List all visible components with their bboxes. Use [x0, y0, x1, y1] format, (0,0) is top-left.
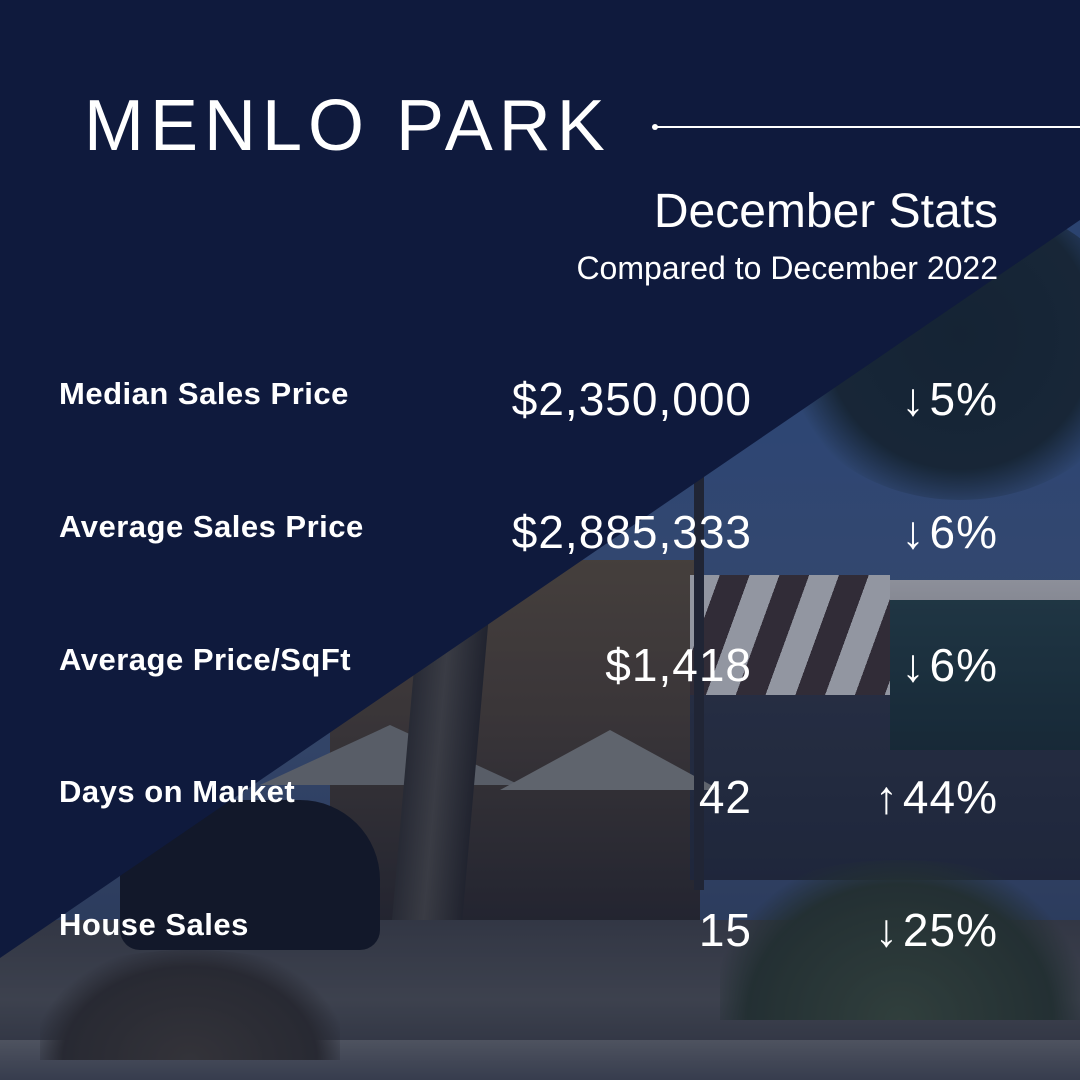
stat-value: 42 — [698, 771, 752, 823]
stat-change-percent: 5% — [929, 373, 998, 425]
arrow-up-icon: ↑ — [874, 771, 899, 823]
stat-change: ↓5% — [902, 372, 998, 426]
stat-row-average-price: Average Sales Price $2,885,333 ↓6% — [0, 505, 1080, 575]
stat-row-median-price: Median Sales Price $2,350,000 ↓5% — [0, 372, 1080, 442]
page-title: MENLO PARK — [84, 86, 611, 166]
title-divider-line — [654, 126, 1080, 128]
arrow-down-icon: ↓ — [901, 373, 926, 425]
stat-change-percent: 44% — [902, 771, 998, 823]
stat-label: Days on Market — [59, 774, 296, 809]
stat-change: ↓25% — [875, 903, 998, 957]
stat-label: House Sales — [59, 907, 249, 942]
stat-label: Average Price/SqFt — [59, 642, 352, 677]
stat-change-percent: 6% — [929, 639, 998, 691]
stat-change: ↓6% — [902, 638, 998, 692]
planter-grass — [720, 860, 1080, 1020]
striped-awning — [690, 575, 890, 695]
stat-value: 15 — [698, 904, 752, 956]
stat-row-house-sales: House Sales 15 ↓25% — [0, 903, 1080, 973]
stat-change: ↓6% — [902, 505, 998, 559]
shrub — [40, 950, 340, 1060]
stat-value: $2,885,333 — [511, 506, 752, 558]
stat-value: $2,350,000 — [511, 373, 752, 425]
green-awning — [890, 600, 1080, 750]
arrow-down-icon: ↓ — [874, 904, 899, 956]
stat-change-percent: 25% — [902, 904, 998, 956]
stat-change: ↑44% — [875, 770, 998, 824]
stat-label: Median Sales Price — [59, 376, 349, 411]
page-subtitle: December Stats — [653, 185, 998, 238]
stat-row-days-on-market: Days on Market 42 ↑44% — [0, 770, 1080, 840]
arrow-down-icon: ↓ — [901, 639, 926, 691]
stat-row-price-per-sqft: Average Price/SqFt $1,418 ↓6% — [0, 638, 1080, 708]
arrow-down-icon: ↓ — [901, 506, 926, 558]
stat-change-percent: 6% — [929, 506, 998, 558]
stat-label: Average Sales Price — [59, 509, 364, 544]
stat-value: $1,418 — [605, 639, 752, 691]
street-pole — [694, 470, 704, 890]
comparison-note: Compared to December 2022 — [576, 250, 998, 286]
